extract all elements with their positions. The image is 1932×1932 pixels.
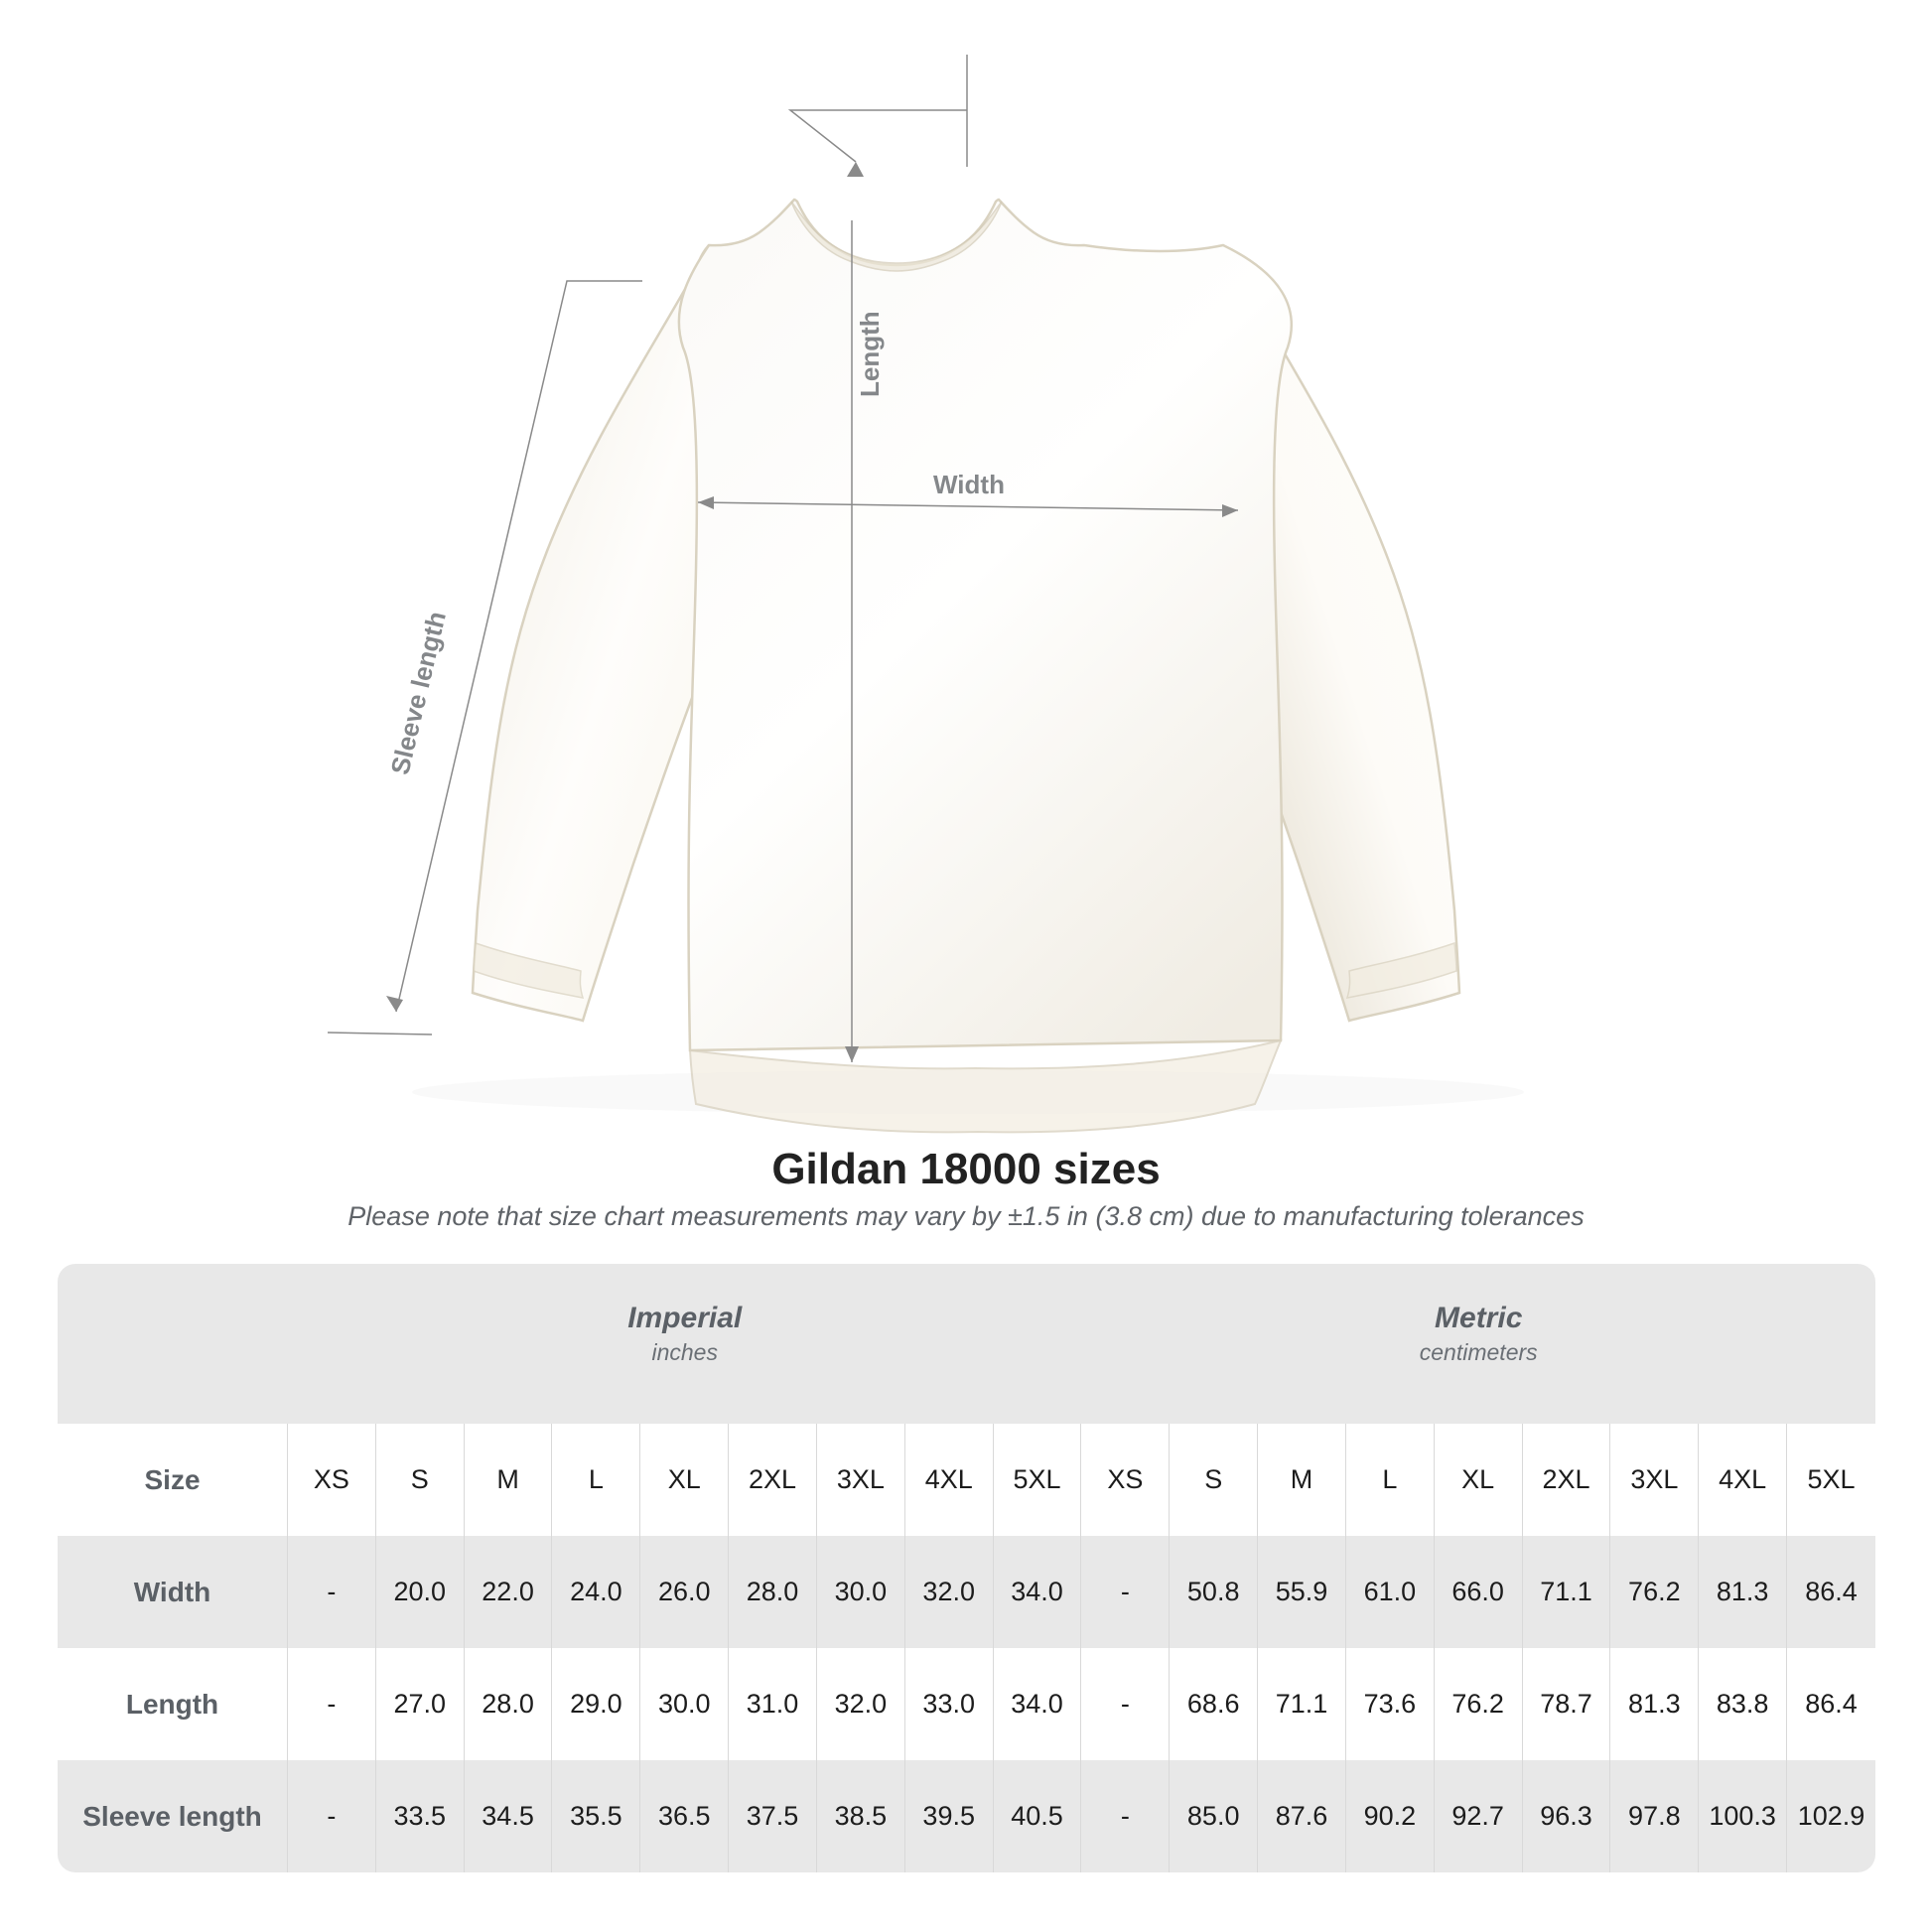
svg-text:Length: Length [855,311,885,397]
svg-text:Sleeve length: Sleeve length [384,609,451,777]
svg-text:Width: Width [933,470,1005,499]
